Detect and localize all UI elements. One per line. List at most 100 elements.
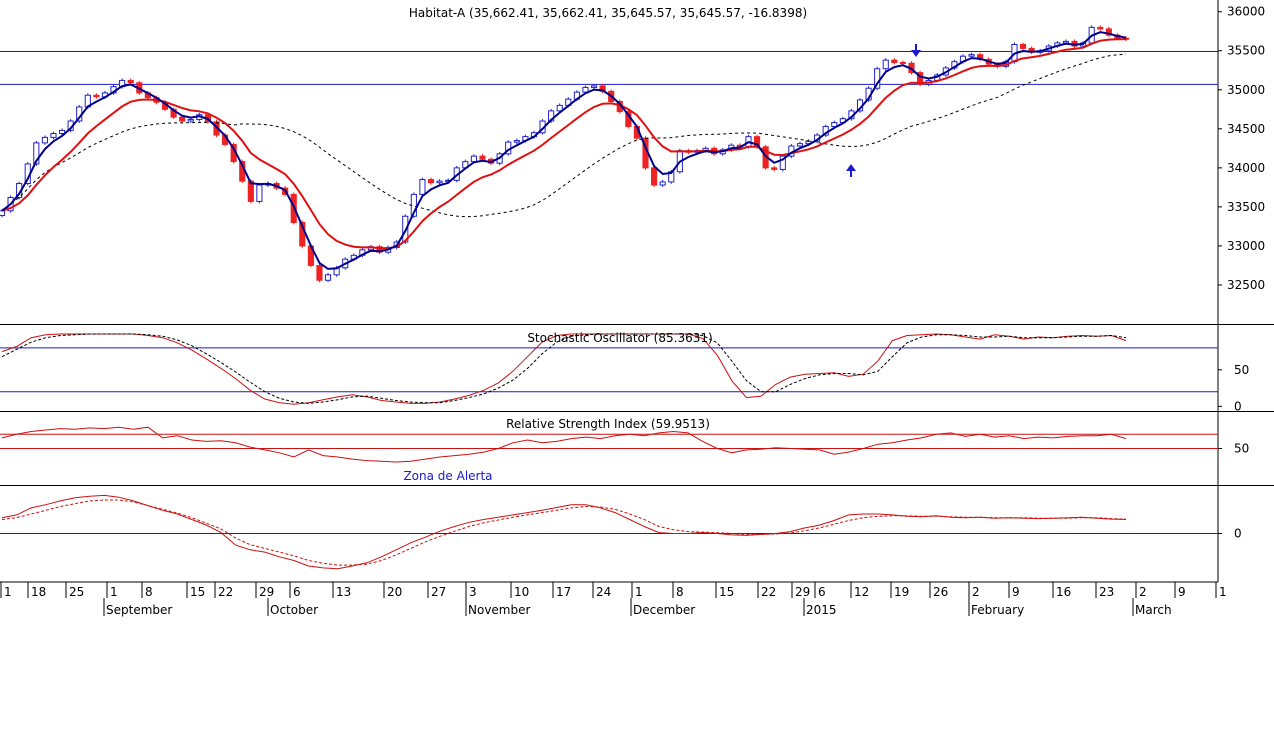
- y-tick-label: 0: [1234, 399, 1242, 413]
- candle-up: [882, 59, 889, 70]
- x-tick-label: 23: [1099, 585, 1114, 599]
- candle-down: [1097, 26, 1104, 30]
- candle-down: [479, 155, 486, 160]
- x-tick-label: 22: [218, 585, 233, 599]
- month-label: November: [468, 603, 530, 617]
- candle-up: [50, 133, 57, 138]
- candle-down: [1019, 44, 1027, 49]
- y-tick-label: 32500: [1227, 278, 1265, 292]
- x-tick-label: 6: [293, 585, 301, 599]
- candle-up: [187, 118, 194, 122]
- candle-up: [324, 274, 332, 281]
- month-label: February: [971, 603, 1024, 617]
- stochastic-panel: 0 50: [0, 333, 1249, 413]
- x-tick-label: 2: [972, 585, 980, 599]
- y-tick-label: 50: [1234, 363, 1249, 377]
- candle-up: [796, 143, 804, 147]
- x-tick-label: 29: [259, 585, 274, 599]
- y-tick-label: 33500: [1227, 200, 1265, 214]
- candle-down: [427, 179, 435, 184]
- x-tick-label: 2: [1139, 585, 1147, 599]
- long-moving-average-line: [1, 53, 1127, 218]
- x-tick-label: 16: [1056, 585, 1071, 599]
- y-tick-label: 50: [1234, 442, 1249, 456]
- x-tick-label: 6: [818, 585, 826, 599]
- month-label: March: [1135, 603, 1172, 617]
- x-tick-label: 20: [387, 585, 402, 599]
- month-label: December: [633, 603, 695, 617]
- x-tick-label: 1: [110, 585, 118, 599]
- x-tick-label: 15: [719, 585, 734, 599]
- x-tick-label: 9: [1012, 585, 1020, 599]
- x-tick-label: 1: [4, 585, 12, 599]
- candle-down: [93, 94, 100, 98]
- y-tick-label: 34500: [1227, 122, 1265, 136]
- alert-zone-annotation: Zona de Alerta: [403, 469, 492, 483]
- x-tick-label: 29: [795, 585, 810, 599]
- candle-up: [590, 85, 598, 88]
- x-tick-label: 25: [69, 585, 84, 599]
- y-tick-label: 34000: [1227, 161, 1265, 175]
- rsi-panel: 50: [0, 426, 1249, 463]
- month-label: September: [106, 603, 172, 617]
- x-tick-label: 1: [1219, 585, 1227, 599]
- candle-down: [316, 264, 323, 281]
- candle-up: [470, 155, 477, 163]
- x-tick-label: 19: [894, 585, 909, 599]
- x-tick-label: 15: [190, 585, 205, 599]
- signal-line: [1, 499, 1127, 566]
- price-chart-title: Habitat-A (35,662.41, 35,662.41, 35,645.…: [409, 6, 807, 20]
- rsi-line: [1, 426, 1127, 463]
- x-tick-label: 8: [145, 585, 153, 599]
- candle-down: [1105, 28, 1112, 36]
- candle-up: [556, 104, 563, 112]
- y-tick-label: 36000: [1227, 5, 1265, 19]
- x-tick-label: 18: [31, 585, 46, 599]
- y-tick-label: 33000: [1227, 239, 1265, 253]
- x-tick-label: 9: [1178, 585, 1186, 599]
- x-tick-label: 22: [761, 585, 776, 599]
- candle-up: [831, 122, 838, 127]
- x-tick-label: 12: [854, 585, 869, 599]
- y-tick-label: 35500: [1227, 44, 1265, 58]
- candle-down: [917, 72, 924, 85]
- candle-up: [58, 129, 66, 135]
- x-tick-label: 27: [431, 585, 446, 599]
- up-arrow-icon: [846, 164, 856, 177]
- x-tick-label: 1: [635, 585, 643, 599]
- x-tick-label: 3: [469, 585, 477, 599]
- x-tick-label: 10: [514, 585, 529, 599]
- x-tick-label: 17: [556, 585, 571, 599]
- candle-up: [33, 142, 40, 165]
- oscillator-line: [1, 494, 1127, 570]
- month-label: October: [270, 603, 318, 617]
- candle-down: [891, 59, 898, 63]
- price-panel: 32500 33000 33500 34000 34500 35000 35500 36000: [0, 5, 1265, 292]
- candle-up: [582, 86, 589, 93]
- rsi-title: Relative Strength Index (59.9513): [506, 417, 710, 431]
- candle-down: [899, 61, 906, 64]
- candle-up: [419, 179, 426, 195]
- x-tick-label: 8: [676, 585, 684, 599]
- -k-line: [1, 333, 1127, 405]
- y-tick-label: 0: [1234, 527, 1242, 541]
- candle-up: [513, 140, 520, 143]
- oscillator-panel: 0: [0, 494, 1242, 570]
- x-axis: 1 18 25 1 8 15 22 29 6 13 20 27 3 10 17 24 1 8 15 22 29 6 12 19…: [0, 582, 1227, 617]
- x-tick-label: 26: [933, 585, 948, 599]
- candle-down: [771, 167, 778, 170]
- candle-up: [436, 180, 443, 184]
- candle-down: [651, 167, 658, 186]
- candle-up: [256, 184, 263, 202]
- candle-down: [127, 79, 134, 84]
- stochastic-title: Stochastic Oscillator (85.3631): [527, 331, 712, 345]
- slow-moving-average-line: [1, 38, 1126, 250]
- candle-up: [659, 181, 666, 186]
- candle-up: [41, 136, 48, 144]
- x-tick-label: 13: [336, 585, 351, 599]
- candle-up: [968, 54, 975, 57]
- down-arrow-icon: [911, 44, 921, 57]
- x-tick-label: 24: [596, 585, 611, 599]
- month-label: 2015: [806, 603, 837, 617]
